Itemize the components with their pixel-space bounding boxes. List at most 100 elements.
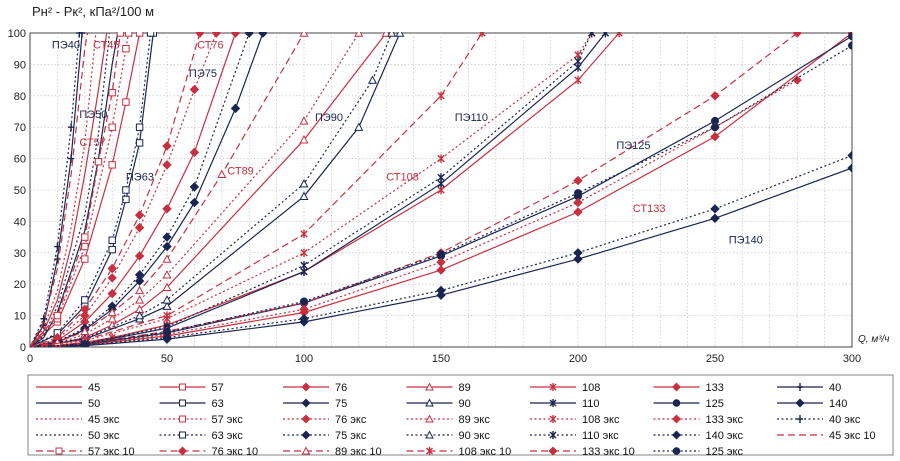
- axis-ticks: 0 50 100 150 200 250 300 0 10 20 30 40 50 60 70 80 90 100: [8, 28, 862, 365]
- point-marker: [549, 431, 557, 439]
- legend-item: 76 экс 10: [159, 446, 258, 458]
- point-marker: [299, 178, 309, 188]
- point-marker: [124, 32, 133, 37]
- series: [30, 32, 133, 347]
- annotation-label: СТ108: [386, 172, 419, 184]
- legend-label: 89 экс 10: [335, 446, 382, 458]
- y-tick-label: 90: [14, 59, 26, 71]
- point-marker: [135, 32, 144, 37]
- series: [30, 32, 125, 347]
- x-axis-label: Q, м³/ч: [858, 334, 890, 345]
- series-line: [30, 32, 250, 347]
- legend-item: 57 экс 10: [36, 446, 135, 458]
- series-line: [30, 32, 111, 347]
- series-line: [30, 154, 852, 347]
- legend-item: 140 экс: [653, 430, 743, 442]
- annotation-label: ПЭ40: [52, 40, 80, 52]
- series-line: [30, 32, 483, 347]
- point-marker: [299, 304, 309, 315]
- series: [30, 32, 111, 347]
- annotation-label: СТ45: [93, 40, 120, 52]
- x-tick-label: 0: [27, 353, 33, 365]
- series: [30, 32, 205, 347]
- point-marker: [426, 447, 433, 455]
- point-marker: [573, 248, 583, 258]
- point-marker: [710, 131, 720, 142]
- point-marker: [177, 446, 188, 456]
- legend-item: 108 экс 10: [406, 446, 512, 458]
- legend-item: 76: [283, 382, 347, 394]
- point-marker: [217, 169, 227, 178]
- legend-item: 90 экс: [406, 430, 490, 442]
- y-tick-label: 80: [14, 91, 26, 103]
- point-marker: [425, 414, 434, 423]
- point-marker: [134, 270, 145, 280]
- point-marker: [792, 75, 802, 85]
- point-marker: [76, 32, 83, 38]
- point-marker: [107, 288, 117, 299]
- series-line: [30, 32, 89, 347]
- point-marker: [574, 75, 582, 85]
- point-marker: [53, 311, 62, 320]
- legend-label: 50 экс: [88, 430, 120, 442]
- point-marker: [795, 398, 805, 408]
- series: [30, 32, 119, 347]
- point-marker: [301, 382, 311, 392]
- legend-label: 45 экс 10: [829, 430, 876, 442]
- series: [30, 32, 222, 347]
- legend-item: 40: [777, 382, 841, 394]
- point-marker: [122, 186, 130, 194]
- legend-item: 133 экс: [653, 414, 743, 426]
- point-marker: [395, 32, 405, 37]
- point-marker: [107, 307, 117, 317]
- point-marker: [134, 251, 145, 261]
- point-marker: [244, 32, 254, 38]
- series: [30, 32, 89, 347]
- point-marker: [81, 242, 89, 251]
- point-marker: [672, 399, 681, 407]
- point-marker: [162, 270, 172, 279]
- legend-item: 108: [530, 382, 600, 394]
- legend-label: 50: [88, 398, 100, 410]
- annotation-label: СТ89: [227, 165, 254, 177]
- legend-label: 75 экс: [335, 430, 367, 442]
- point-marker: [107, 313, 117, 323]
- point-marker: [80, 304, 90, 315]
- point-marker: [588, 32, 596, 38]
- point-marker: [437, 250, 445, 259]
- legend-item: 89: [406, 382, 471, 394]
- point-marker: [299, 191, 309, 200]
- x-tick-label: 150: [432, 353, 450, 365]
- point-marker: [189, 84, 200, 95]
- point-marker: [437, 173, 445, 182]
- point-marker: [548, 446, 558, 456]
- point-marker: [211, 32, 222, 38]
- point-marker: [437, 154, 445, 163]
- point-marker: [710, 91, 720, 101]
- point-marker: [108, 123, 116, 131]
- point-marker: [478, 32, 486, 38]
- point-marker: [672, 447, 681, 455]
- point-marker: [436, 265, 446, 275]
- point-marker: [108, 236, 116, 244]
- point-marker: [162, 204, 172, 214]
- point-marker: [54, 254, 61, 264]
- legend-label: 108: [582, 382, 600, 394]
- point-marker: [671, 382, 682, 392]
- point-marker: [54, 242, 61, 251]
- annotation-label: ПЭ75: [189, 68, 217, 80]
- point-marker: [573, 175, 583, 186]
- legend-item: 133: [653, 382, 724, 394]
- legend-item: 50 экс: [36, 430, 120, 442]
- series-line: [30, 32, 119, 347]
- x-tick-label: 50: [161, 353, 173, 365]
- point-marker: [574, 57, 582, 66]
- legend-label: 125 экс: [706, 446, 744, 458]
- point-marker: [436, 257, 446, 267]
- series: [30, 32, 623, 347]
- legend-label: 57 экс: [212, 414, 244, 426]
- legend-label: 108 экс 10: [459, 446, 512, 458]
- legend-label: 89: [459, 382, 471, 394]
- legend-label: 57 экс 10: [88, 446, 135, 458]
- series: [30, 32, 155, 347]
